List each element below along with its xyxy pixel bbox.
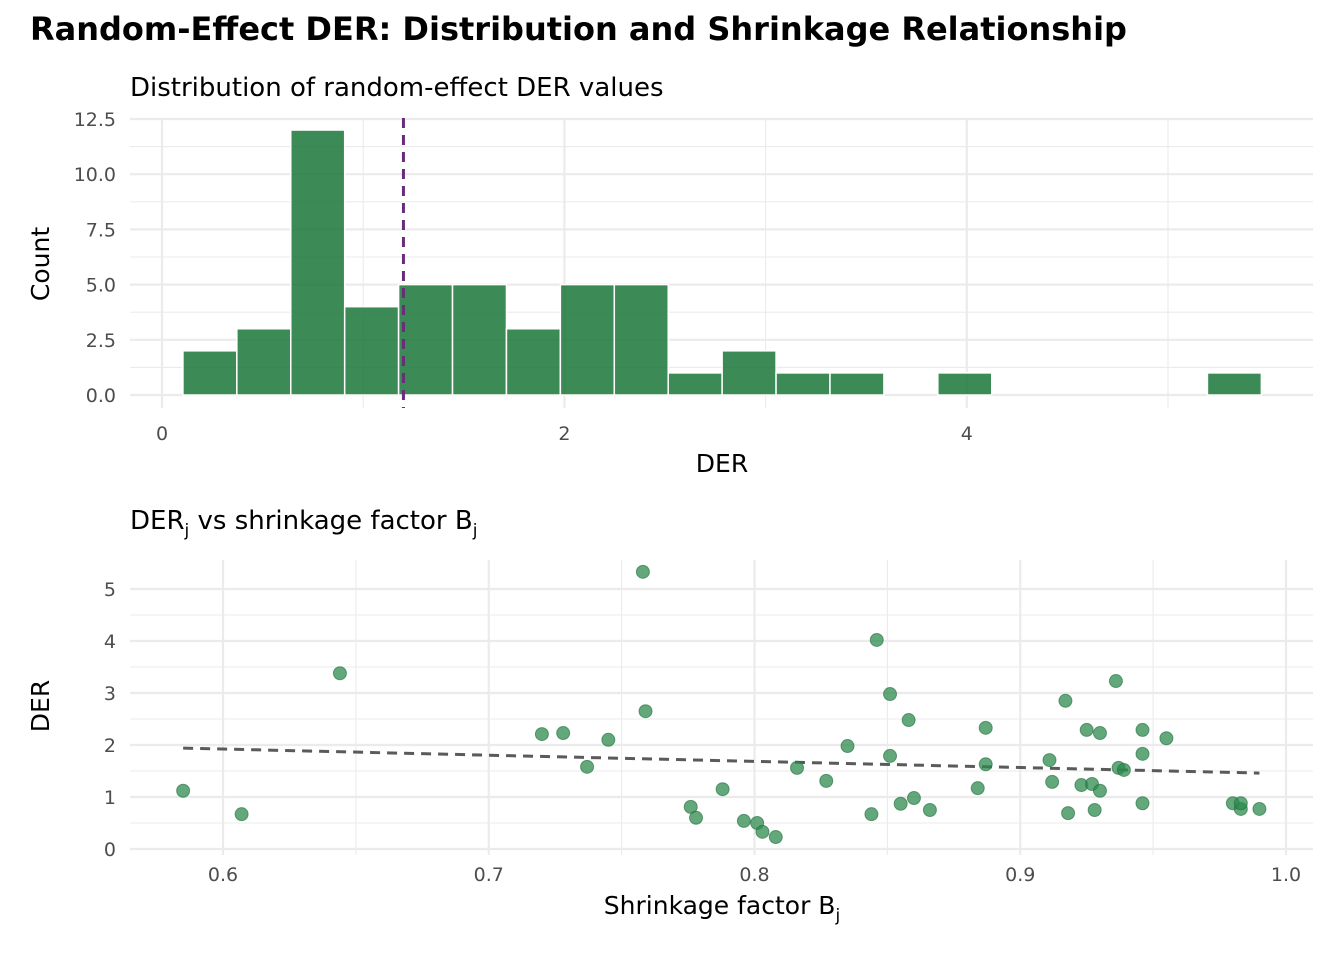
figure-title: Random-Effect DER: Distribution and Shri…: [30, 10, 1127, 48]
histogram-bar: [613, 283, 669, 396]
histogram-bar: [721, 350, 777, 396]
scatter-point: [883, 687, 898, 702]
scatter-point: [580, 759, 595, 774]
scatter-point: [901, 713, 916, 728]
x-tick-label: 1.0: [1271, 864, 1301, 886]
x-tick-label: 4: [961, 423, 973, 445]
x-tick-label: 0.8: [739, 864, 769, 886]
scatter-point: [755, 824, 770, 839]
scatter-point: [1092, 783, 1107, 798]
scatter-point: [1061, 806, 1076, 821]
y-tick-label: 7.5: [86, 219, 116, 241]
histogram-bar: [343, 305, 400, 396]
scatter-point: [1045, 774, 1060, 789]
histogram-bar: [505, 328, 562, 396]
y-tick-label: 10.0: [74, 164, 116, 186]
scatter-point: [883, 748, 898, 763]
y-tick-label: 0: [104, 839, 116, 861]
scatter-point: [715, 782, 730, 797]
y-tick-label: 0.0: [86, 385, 116, 407]
scatter-point: [1042, 753, 1057, 768]
scatter-point: [970, 781, 985, 796]
histogram-bar: [937, 372, 993, 396]
y-tick-label: 2.5: [86, 330, 116, 352]
x-tick-label: 2: [558, 423, 570, 445]
scatter-point: [736, 813, 751, 828]
histogram-bar: [775, 372, 831, 396]
scatter-point: [332, 666, 347, 681]
scatter-point: [1087, 803, 1102, 817]
scatter-xlabel: Shrinkage factor Bj: [604, 891, 840, 926]
scatter-point: [893, 796, 908, 811]
y-tick-label: 12.5: [74, 109, 116, 131]
scatter-point: [1079, 722, 1094, 737]
y-tick-label: 1: [104, 787, 116, 809]
scatter-ylabel: DER: [26, 680, 55, 732]
trend-line: [183, 746, 1260, 775]
histogram-bar: [182, 350, 238, 396]
scatter-point: [534, 727, 549, 742]
histogram-bar: [397, 283, 454, 396]
scatter-xlabel-sub: j: [834, 906, 840, 926]
y-tick-label: 4: [104, 631, 116, 653]
scatter-xlabel-text: Shrinkage factor B: [604, 891, 836, 920]
scatter-point: [1135, 722, 1150, 737]
scatter-point: [1116, 762, 1131, 777]
y-tick-label: 5.0: [86, 275, 116, 297]
scatter-point: [176, 783, 191, 798]
y-tick-label: 3: [104, 683, 116, 705]
scatter-point: [234, 807, 249, 822]
scatter-point: [790, 760, 805, 775]
scatter-point: [601, 732, 616, 747]
scatter-point: [1135, 796, 1150, 811]
scatter-point: [1108, 674, 1123, 689]
histogram-ylabel: Count: [26, 227, 55, 301]
x-tick-label: 0.6: [208, 864, 238, 886]
y-tick-label: 5: [104, 579, 116, 601]
histogram-bar: [559, 283, 616, 396]
histogram-bar: [236, 328, 292, 396]
scatter-subtitle-sub1: j: [184, 521, 190, 541]
scatter-subtitle: DERj vs shrinkage factor Bj: [130, 506, 477, 541]
scatter-point: [1252, 801, 1267, 816]
scatter-subtitle-sub2: j: [472, 521, 478, 541]
scatter-point: [1233, 796, 1248, 811]
histogram-bar: [290, 129, 346, 396]
x-tick-label: 0: [156, 423, 168, 445]
scatter-point: [978, 757, 993, 772]
scatter-point: [864, 807, 879, 822]
histogram-bar: [451, 283, 508, 396]
scatter-point: [768, 830, 783, 845]
y-tick-label: 2: [104, 735, 116, 757]
scatter-point: [638, 704, 653, 719]
scatter-point: [1058, 693, 1073, 708]
scatter-point: [1159, 731, 1174, 746]
scatter-point: [1092, 726, 1107, 741]
histogram-xlabel: DER: [696, 449, 748, 478]
scatter-subtitle-text: DER: [130, 506, 185, 536]
scatter-point: [689, 810, 704, 825]
histogram-bar: [667, 372, 723, 396]
scatter-point: [869, 632, 884, 647]
histogram-bar: [829, 372, 885, 396]
scatter-point: [922, 803, 937, 817]
scatter-point: [1135, 746, 1150, 761]
scatter-point: [840, 739, 855, 754]
histogram-panel: 0 2 4 0.0 2.5 5.0 7.5 10.0 12.5: [74, 109, 1313, 445]
scatter-point: [819, 773, 834, 788]
scatter-point: [906, 791, 921, 806]
x-tick-label: 0.7: [474, 864, 504, 886]
scatter-panel: 0.6 0.7 0.8 0.9 1.0 0 1 2 3 4 5: [104, 560, 1313, 886]
scatter-subtitle-mid: vs shrinkage factor B: [189, 506, 472, 536]
scatter-point: [556, 726, 571, 741]
scatter-point: [635, 564, 650, 579]
histogram-bar: [1206, 372, 1263, 396]
x-tick-label: 0.9: [1005, 864, 1035, 886]
scatter-point: [978, 720, 993, 735]
histogram-subtitle: Distribution of random-effect DER values: [130, 73, 664, 103]
